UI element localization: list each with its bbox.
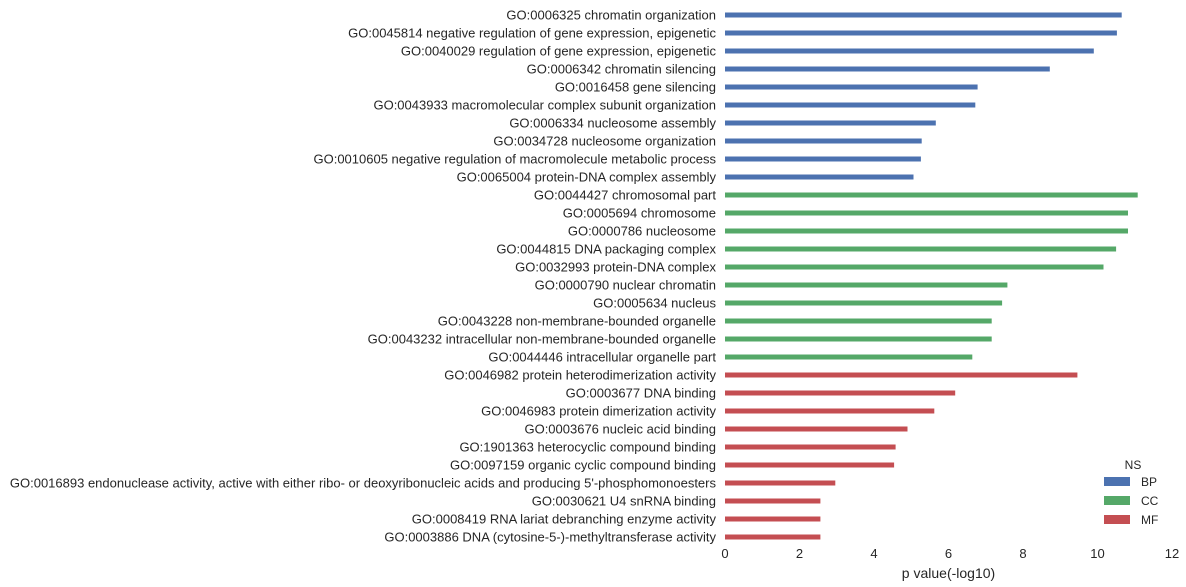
legend: NS BP CC MF	[1104, 458, 1159, 527]
x-tick-label: 8	[1019, 546, 1026, 561]
bar-go-0006334	[725, 120, 936, 126]
bar-go-0045814	[725, 30, 1117, 36]
legend-label-bp: BP	[1141, 475, 1157, 489]
bar-go-0005634	[725, 300, 1003, 306]
bar-go-1901363	[725, 444, 896, 450]
bar-go-0003676	[725, 426, 908, 432]
category-label: GO:0046983 protein dimerization activity	[481, 404, 716, 419]
bar-go-0046983	[725, 408, 935, 414]
bar-go-0003886	[725, 534, 821, 540]
bar-go-0000790	[725, 282, 1008, 288]
category-label: GO:0046982 protein heterodimerization ac…	[444, 368, 716, 383]
bar-go-0016893	[725, 480, 836, 486]
category-label: GO:0043933 macromolecular complex subuni…	[373, 98, 716, 113]
category-label: GO:0043228 non-membrane-bounded organell…	[438, 314, 716, 329]
bar-go-0043232	[725, 336, 992, 342]
category-label: GO:0003886 DNA (cytosine-5-)-methyltrans…	[384, 530, 716, 545]
x-axis-label: p value(-log10)	[902, 565, 995, 581]
category-label: GO:0006334 nucleosome assembly	[509, 116, 716, 131]
bar-go-0032993	[725, 264, 1104, 270]
bar-go-0006342	[725, 66, 1050, 72]
bar-go-0043228	[725, 318, 992, 324]
bar-go-0097159	[725, 462, 895, 468]
bar-go-0005694	[725, 210, 1128, 216]
category-label: GO:0045814 negative regulation of gene e…	[348, 26, 716, 41]
x-tick-labels-group: 0 2 4 6 8 10 12	[721, 546, 1179, 561]
category-labels-group: GO:0006325 chromatin organization GO:0045…	[10, 8, 717, 545]
category-label: GO:0008419 RNA lariat debranching enzyme…	[412, 512, 717, 527]
x-tick-label: 2	[796, 546, 803, 561]
bar-go-0044815	[725, 246, 1117, 252]
category-label: GO:0044427 chromosomal part	[534, 188, 716, 203]
x-tick-label: 0	[721, 546, 728, 561]
category-label: GO:0044815 DNA packaging complex	[496, 242, 716, 257]
category-label: GO:0044446 intracellular organelle part	[488, 350, 716, 365]
category-label: GO:0032993 protein-DNA complex	[515, 260, 716, 275]
category-label: GO:0016893 endonuclease activity, active…	[10, 476, 717, 491]
category-label: GO:0000790 nuclear chromatin	[535, 278, 716, 293]
category-label: GO:0006325 chromatin organization	[506, 8, 716, 23]
category-label: GO:0034728 nucleosome organization	[493, 134, 716, 149]
category-label: GO:0000786 nucleosome	[568, 224, 716, 239]
legend-label-mf: MF	[1141, 513, 1158, 527]
category-label: GO:0016458 gene silencing	[555, 80, 716, 95]
category-label: GO:0006342 chromatin silencing	[527, 62, 716, 77]
bar-go-0006325	[725, 12, 1122, 18]
x-tick-label: 10	[1090, 546, 1104, 561]
category-label: GO:0065004 protein-DNA complex assembly	[457, 170, 717, 185]
bar-go-0040029	[725, 48, 1094, 54]
category-label: GO:0010605 negative regulation of macrom…	[313, 152, 716, 167]
category-label: GO:0003677 DNA binding	[566, 386, 716, 401]
category-label: GO:0043232 intracellular non-membrane-bo…	[368, 332, 716, 347]
bar-go-0008419	[725, 516, 821, 522]
legend-swatch-cc	[1104, 496, 1130, 505]
legend-label-cc: CC	[1141, 494, 1159, 508]
category-label: GO:0005634 nucleus	[593, 296, 716, 311]
x-tick-label: 12	[1165, 546, 1179, 561]
bar-go-0046982	[725, 372, 1078, 378]
x-tick-label: 6	[945, 546, 952, 561]
bars-group	[725, 12, 1138, 540]
bar-go-0065004	[725, 174, 914, 180]
bar-go-0003677	[725, 390, 956, 396]
category-label: GO:0030621 U4 snRNA binding	[532, 494, 716, 509]
category-label: GO:0003676 nucleic acid binding	[524, 422, 716, 437]
bar-go-0016458	[725, 84, 978, 90]
legend-swatch-bp	[1104, 477, 1130, 486]
bar-go-0030621	[725, 498, 821, 504]
bar-go-0010605	[725, 156, 921, 162]
x-tick-label: 4	[870, 546, 877, 561]
category-label: GO:0005694 chromosome	[563, 206, 716, 221]
category-label: GO:1901363 heterocyclic compound binding	[459, 440, 716, 455]
legend-swatch-mf	[1104, 515, 1130, 524]
bar-go-0000786	[725, 228, 1128, 234]
category-label: GO:0097159 organic cyclic compound bindi…	[450, 458, 716, 473]
legend-title: NS	[1125, 458, 1142, 472]
bar-go-0044427	[725, 192, 1138, 198]
bar-go-0034728	[725, 138, 922, 144]
bar-go-0043933	[725, 102, 976, 108]
category-label: GO:0040029 regulation of gene expression…	[401, 44, 717, 59]
bar-go-0044446	[725, 354, 973, 360]
